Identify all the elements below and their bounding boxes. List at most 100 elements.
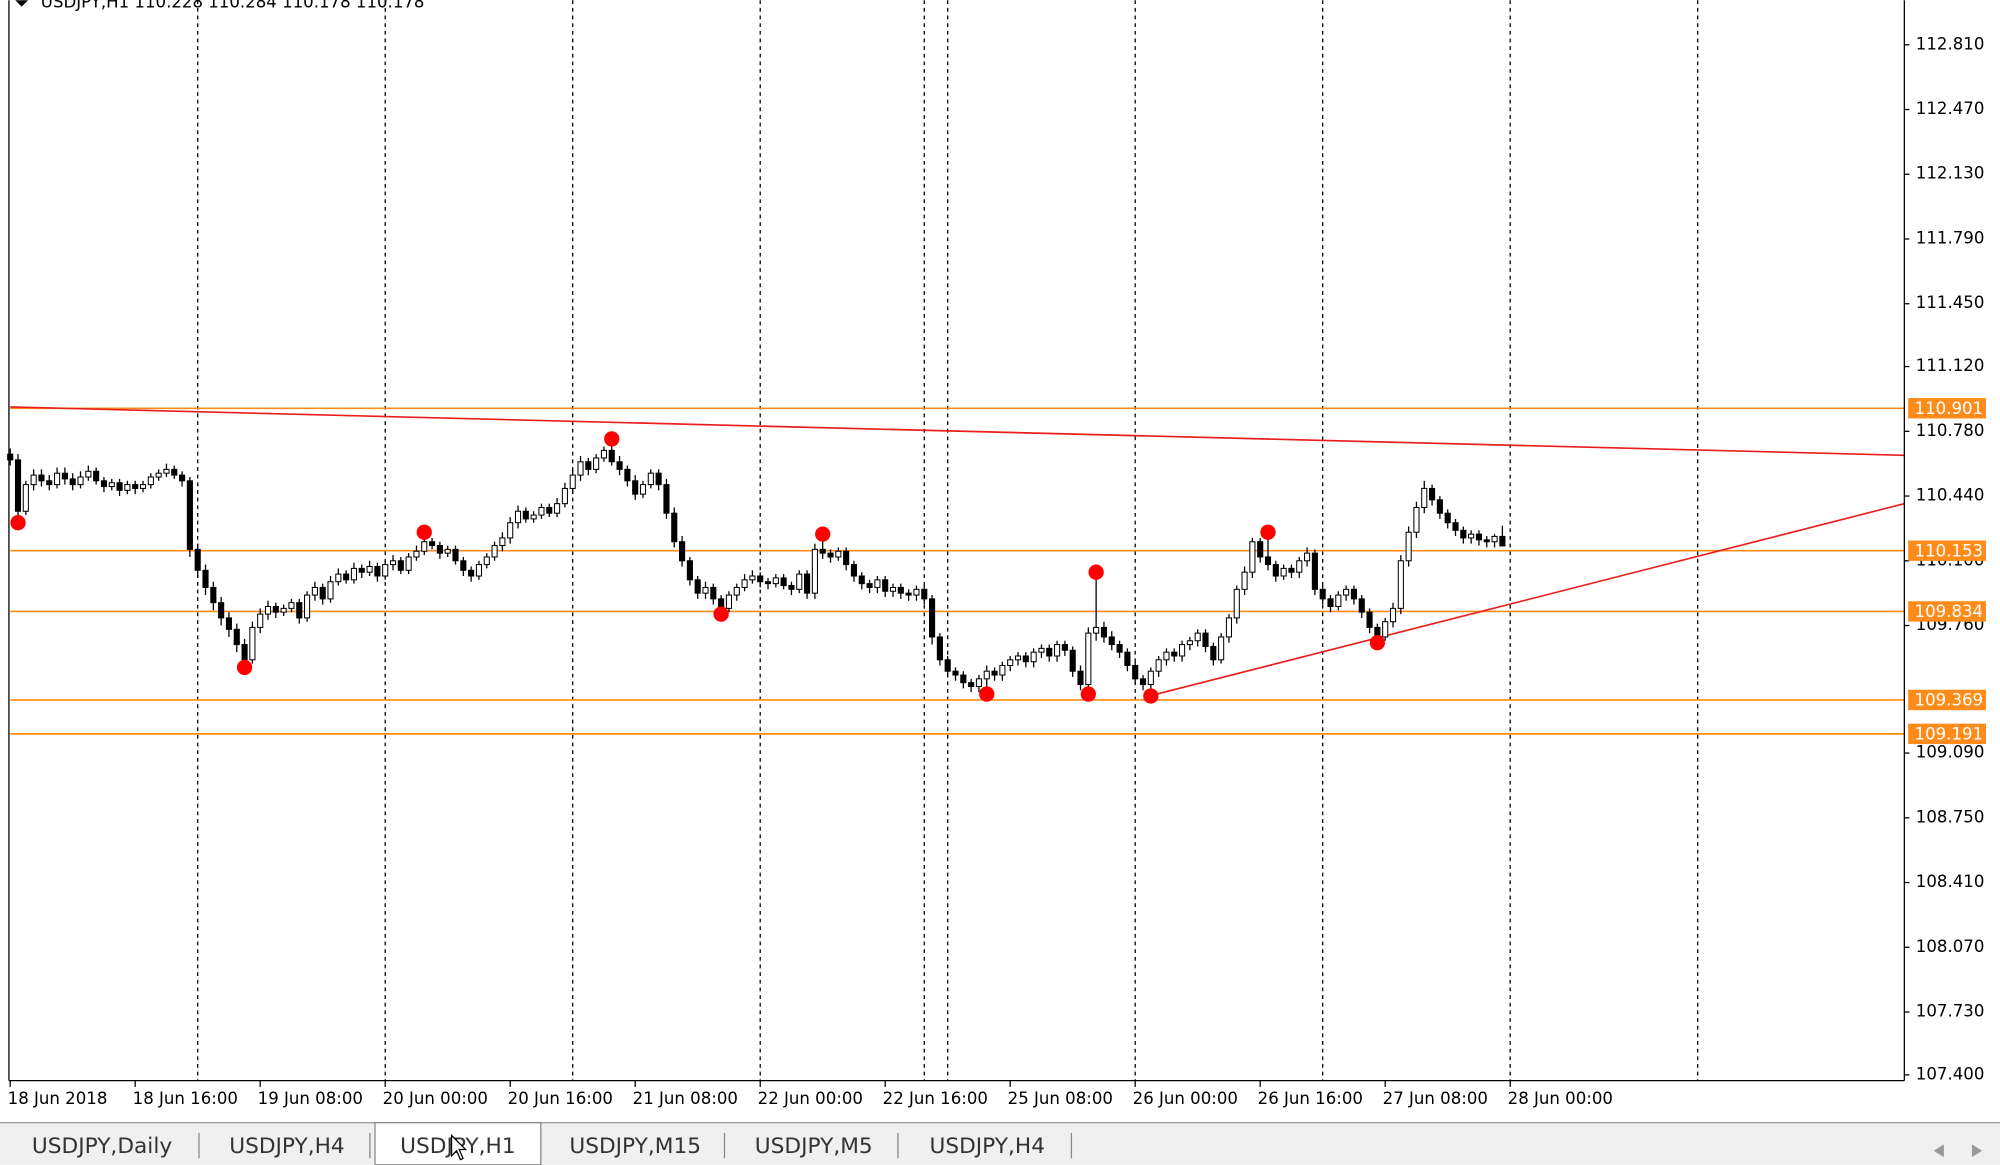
tab-label[interactable]: USDJPY,M15 <box>569 1134 701 1159</box>
bull-candle-body <box>1233 588 1240 619</box>
bear-candle-body <box>429 541 436 547</box>
mouse-cursor <box>450 1133 468 1161</box>
tab-label[interactable]: USDJPY,M5 <box>755 1134 873 1159</box>
bear-candle-body <box>968 682 975 687</box>
tab[interactable]: USDJPY,Daily <box>32 1132 200 1159</box>
bear-candle-body <box>468 569 475 577</box>
fractal-marker <box>1088 564 1104 580</box>
tab[interactable]: USDJPY,H4 <box>929 1132 1073 1159</box>
bull-candle-body <box>1405 531 1412 562</box>
bull-candle-body <box>1038 647 1045 653</box>
bear-candle-body <box>866 583 873 588</box>
bull-candle-body <box>1413 506 1420 533</box>
fractal-marker <box>1369 635 1386 651</box>
trendline <box>1153 502 1905 696</box>
bear-candle-body <box>179 474 186 482</box>
bull-candle-body <box>835 550 842 558</box>
bear-candle-body <box>944 659 951 672</box>
bull-candle-body <box>1179 644 1186 657</box>
bear-candle-body <box>202 569 209 588</box>
bear-candle-body <box>218 602 225 619</box>
tab[interactable]: USDJPY,H4 <box>229 1132 371 1159</box>
bear-candle-body <box>1100 626 1108 638</box>
bull-candle-body <box>1468 533 1475 539</box>
bull-candle-body <box>1382 621 1389 638</box>
bear-candle-body <box>843 550 850 566</box>
y-tick-label: 112.810 <box>1916 34 1985 53</box>
bear-candle-body <box>93 470 100 482</box>
bull-candle-body <box>725 594 733 609</box>
bear-candle-body <box>827 552 834 558</box>
bull-candle-body <box>22 484 29 512</box>
bear-candle-body <box>655 472 662 486</box>
bull-candle-body <box>1225 617 1233 638</box>
bear-candle-body <box>296 602 303 619</box>
y-tick-label: 108.070 <box>1916 937 1985 956</box>
y-tick-label: 112.470 <box>1916 99 1985 118</box>
bull-candle-body <box>483 556 490 566</box>
bear-candle-body <box>1108 636 1115 646</box>
bear-candle-body <box>663 484 670 514</box>
bear-candle-body <box>1429 487 1436 501</box>
tab[interactable]: USDJPY,M5 <box>755 1132 899 1159</box>
bear-candle-body <box>374 565 381 577</box>
bull-candle-body <box>1280 567 1287 577</box>
bull-candle-body <box>30 474 37 486</box>
bear-candle-body <box>1460 529 1467 539</box>
bear-candle-body <box>546 506 553 514</box>
y-tick-label: 110.780 <box>1916 421 1985 440</box>
bull-candle-body <box>1241 571 1248 590</box>
price-level-label: 109.369 <box>1915 691 1984 710</box>
bear-candle-body <box>186 480 193 550</box>
bull-candle-body <box>1155 659 1162 672</box>
tab[interactable]: USDJPY,M15 <box>569 1132 726 1159</box>
x-tick-label: 18 Jun 2018 <box>8 1089 108 1108</box>
bear-candle-body <box>1499 535 1506 547</box>
bull-candle-body <box>999 664 1006 676</box>
fractal-marker <box>979 686 995 702</box>
bull-candle-body <box>311 586 318 596</box>
bear-candle-body <box>1452 522 1459 531</box>
fractal-marker <box>10 515 26 531</box>
bear-candle-body <box>624 468 631 482</box>
bull-candle-body <box>249 626 256 661</box>
bear-candle-body <box>858 575 865 585</box>
bull-candle-body <box>530 514 537 520</box>
price-level-tag <box>1908 540 1986 561</box>
tab-label[interactable]: USDJPY,H4 <box>229 1134 345 1159</box>
bear-candle-body <box>819 548 826 554</box>
y-tick-label: 108.750 <box>1916 807 1985 826</box>
bull-candle-body <box>1163 651 1170 661</box>
bear-candle-body <box>804 573 811 594</box>
bull-candle-body <box>1007 659 1014 667</box>
bear-candle-body <box>1311 552 1318 590</box>
bear-candle-body <box>850 564 858 577</box>
scroll-left[interactable] <box>1933 1144 1944 1158</box>
bear-candle-body <box>1257 541 1264 558</box>
scroll-right[interactable] <box>1971 1144 1983 1158</box>
bull-candle-body <box>288 602 295 609</box>
trendline <box>10 406 1905 457</box>
x-tick-label: 26 Jun 00:00 <box>1133 1089 1238 1108</box>
bear-candle-body <box>686 560 693 581</box>
price-level-label: 109.191 <box>1915 725 1984 744</box>
tab-label[interactable]: USDJPY,H4 <box>929 1134 1045 1159</box>
bear-candle-body <box>1272 564 1279 577</box>
x-tick-label: 20 Jun 00:00 <box>383 1089 488 1108</box>
fractal-marker <box>604 431 620 447</box>
tab-label[interactable]: USDJPY,Daily <box>32 1134 172 1159</box>
bull-candle-body <box>733 586 740 596</box>
bear-candle-body <box>1139 678 1147 686</box>
bull-candle-body <box>1014 655 1022 661</box>
bear-candle-body <box>194 548 201 571</box>
bull-candle-body <box>77 476 84 486</box>
bull-candle-body <box>1194 632 1201 642</box>
bull-candle-body <box>264 605 272 615</box>
bear-candle-body <box>1202 632 1209 647</box>
price-level-tag <box>1908 601 1986 622</box>
fractal-marker <box>1143 688 1159 704</box>
bear-candle-body <box>1358 598 1365 613</box>
bull-candle-body <box>475 564 483 577</box>
x-tick-label: 26 Jun 16:00 <box>1258 1089 1363 1108</box>
